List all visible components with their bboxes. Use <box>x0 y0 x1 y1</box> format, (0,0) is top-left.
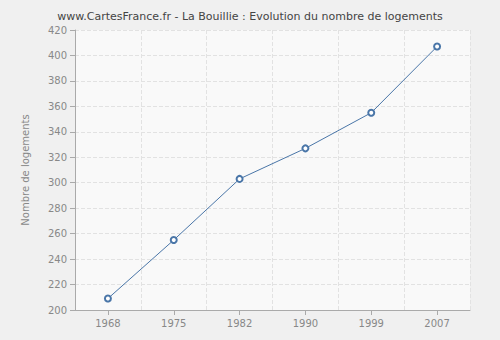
svg-text:320: 320 <box>48 152 67 163</box>
svg-text:www.CartesFrance.fr - La Bouil: www.CartesFrance.fr - La Bouillie : Evol… <box>57 10 443 23</box>
svg-text:260: 260 <box>48 228 67 239</box>
svg-text:400: 400 <box>48 50 67 61</box>
svg-text:300: 300 <box>48 177 67 188</box>
svg-text:420: 420 <box>48 25 67 36</box>
svg-text:340: 340 <box>48 126 67 137</box>
svg-text:1999: 1999 <box>359 318 384 329</box>
svg-text:1990: 1990 <box>293 318 318 329</box>
svg-text:Nombre de logements: Nombre de logements <box>20 114 31 225</box>
svg-text:200: 200 <box>48 305 67 316</box>
svg-text:240: 240 <box>48 254 67 265</box>
svg-text:1975: 1975 <box>161 318 186 329</box>
svg-text:380: 380 <box>48 75 67 86</box>
svg-text:1968: 1968 <box>95 318 120 329</box>
svg-text:220: 220 <box>48 279 67 290</box>
svg-text:360: 360 <box>48 101 67 112</box>
svg-text:280: 280 <box>48 203 67 214</box>
svg-text:2007: 2007 <box>424 318 449 329</box>
svg-text:1982: 1982 <box>227 318 252 329</box>
